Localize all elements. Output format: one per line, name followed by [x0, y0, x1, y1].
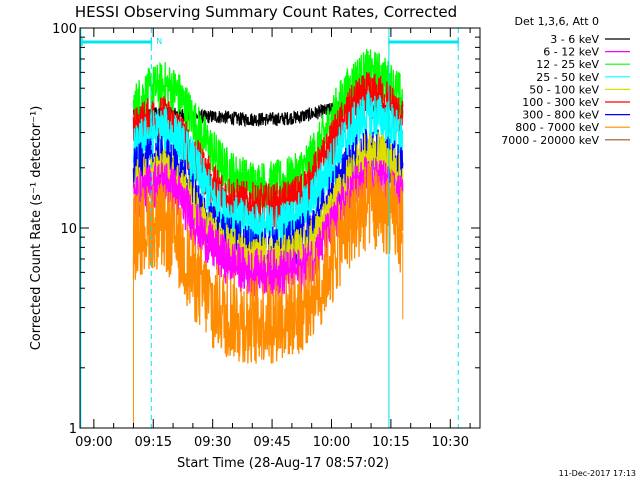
legend-label-800-7000-kev: 800 - 7000 keV [515, 121, 599, 134]
legend-title: Det 1,3,6, Att 0 [515, 15, 599, 28]
x-tick-label: 09:15 [135, 435, 172, 450]
legend-label-12-25-kev: 12 - 25 keV [536, 58, 599, 71]
y-tick-label: 100 [52, 22, 77, 37]
axes: 1 10 100 09:00 09:15 09:30 09:45 10:00 10:15 10:3… [52, 22, 480, 450]
legend-label-7000-20000-kev: 7000 - 20000 keV [501, 134, 599, 147]
legend-label-300-800-kev: 300 - 800 keV [522, 109, 599, 122]
annotation-label-1: N [156, 37, 162, 46]
x-tick-label: 09:00 [75, 435, 112, 450]
y-axis-label: Corrected Count Rate (s⁻¹ detector⁻¹) [29, 106, 44, 351]
x-tick-label: 10:15 [372, 435, 409, 450]
legend-label-25-50-kev: 25 - 50 keV [536, 71, 599, 84]
night-and-saa-overlay: N [80, 28, 459, 428]
plot-area [132, 49, 404, 428]
x-tick-label: 10:30 [432, 435, 469, 450]
series-800-7000-kev [132, 162, 404, 364]
legend-label-100-300-kev: 100 - 300 keV [522, 96, 599, 109]
legend-label-6-12-kev: 6 - 12 keV [543, 46, 599, 59]
x-tick-label: 09:30 [194, 435, 231, 450]
y-tick-label: 1 [69, 422, 77, 437]
footer-timestamp: 11-Dec-2017 17:13 [559, 469, 636, 478]
series-line-800-7000-kev [132, 162, 404, 364]
chart-title: HESSI Observing Summary Count Rates, Cor… [75, 3, 457, 21]
legend-label-50-100-kev: 50 - 100 keV [529, 83, 599, 96]
y-tick-label: 10 [60, 222, 77, 237]
x-axis-label: Start Time (28-Aug-17 08:57:02) [177, 456, 389, 471]
series-line-25-50-kev [132, 90, 404, 252]
legend-label-3-6-kev: 3 - 6 keV [550, 33, 599, 46]
x-tick-label: 09:45 [253, 435, 290, 450]
x-tick-label: 10:00 [313, 435, 350, 450]
series-25-50-kev [132, 90, 404, 252]
